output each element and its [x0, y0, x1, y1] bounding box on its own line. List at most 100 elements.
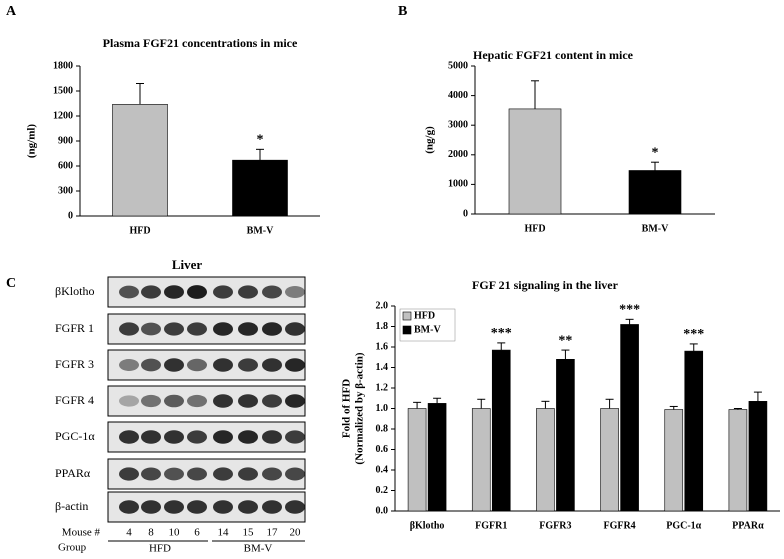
- significance: **: [558, 333, 572, 348]
- y-tick-label: 0.2: [376, 485, 389, 496]
- blot-band: [141, 394, 161, 408]
- mouse-number: 6: [194, 527, 200, 539]
- blot-band: [164, 322, 184, 336]
- blot-band: [213, 285, 233, 299]
- significance: *: [257, 133, 264, 148]
- legend-swatch: [402, 325, 412, 335]
- y-tick-label: 1.8: [376, 321, 389, 332]
- x-tick-label: FGFR4: [603, 520, 635, 531]
- blot-band: [119, 430, 139, 444]
- y-tick-label: 1.6: [376, 341, 389, 352]
- blot-band: [238, 394, 258, 408]
- legend-label: BM-V: [414, 324, 441, 335]
- blot-band: [119, 500, 139, 514]
- group-label: Group: [58, 542, 87, 554]
- blot-band: [262, 394, 282, 408]
- y-tick-label: 2.0: [376, 300, 389, 311]
- blot-band: [187, 285, 207, 299]
- blot-band: [187, 322, 207, 336]
- bar: [556, 358, 575, 512]
- blot-band: [141, 430, 161, 444]
- blot-band: [187, 394, 207, 408]
- significance: *: [652, 145, 659, 160]
- legend-label: HFD: [414, 310, 435, 321]
- bar: [471, 408, 491, 512]
- blot-band: [213, 322, 233, 336]
- blot-band: [141, 285, 161, 299]
- blot-band: [262, 500, 282, 514]
- y-tick-label: 1200: [53, 110, 73, 121]
- blot-band: [187, 430, 207, 444]
- y-tick-label: 5000: [448, 60, 468, 71]
- bar: [628, 170, 682, 215]
- x-tick-label: FGFR3: [539, 520, 571, 531]
- y-tick-label: 2000: [448, 149, 468, 160]
- blot-band: [285, 322, 305, 336]
- mouse-number: 4: [126, 527, 132, 539]
- y-tick-label: 3000: [448, 119, 468, 130]
- chart-title: Hepatic FGF21 content in mice: [473, 48, 634, 62]
- blot-band: [238, 500, 258, 514]
- mouse-number: 17: [267, 527, 279, 539]
- bar: [748, 401, 768, 512]
- blot-row-label: PGC-1α: [55, 429, 95, 443]
- bar: [664, 409, 684, 512]
- bar: [407, 408, 427, 512]
- bar: [491, 349, 511, 512]
- x-tick-label: βKlotho: [410, 520, 445, 531]
- mouse-number: 14: [218, 527, 230, 539]
- blot-band: [141, 358, 161, 372]
- x-tick-label: PGC-1α: [666, 520, 701, 531]
- y-tick-label: 300: [58, 185, 73, 196]
- blot-band: [213, 500, 233, 514]
- blot-band: [187, 467, 207, 481]
- blot-band: [213, 467, 233, 481]
- blot-band: [238, 430, 258, 444]
- blot-row-label: βKlotho: [55, 284, 94, 298]
- blot-band: [262, 358, 282, 372]
- y-tick-label: 0.8: [376, 423, 389, 434]
- y-tick-label: 4000: [448, 90, 468, 101]
- blot-band: [238, 285, 258, 299]
- mouse-number: 15: [243, 527, 255, 539]
- blot-band: [262, 322, 282, 336]
- blot-band: [285, 430, 305, 444]
- blot-band: [119, 395, 139, 407]
- blot-band: [187, 358, 207, 372]
- blot-band: [119, 359, 139, 371]
- blot-row-label: FGFR 3: [55, 357, 94, 371]
- significance: ***: [619, 303, 640, 318]
- blot-title: Liver: [172, 257, 203, 272]
- panel-label: B: [398, 4, 407, 19]
- blot-band: [141, 500, 161, 514]
- group-name: BM-V: [244, 543, 273, 555]
- blot-band: [285, 286, 305, 298]
- y-tick-label: 1500: [53, 85, 73, 96]
- blot-band: [238, 467, 258, 481]
- bar: [508, 108, 562, 215]
- blot-band: [262, 467, 282, 481]
- x-tick-label: FGFR1: [475, 520, 507, 531]
- blot-band: [285, 500, 305, 514]
- blot-band: [141, 322, 161, 336]
- bar: [232, 159, 288, 217]
- bar: [427, 403, 447, 512]
- mouse-number: 10: [169, 527, 181, 539]
- y-tick-label: 1800: [53, 60, 73, 71]
- blot-band: [213, 394, 233, 408]
- blot-band: [119, 467, 139, 481]
- y-tick-label: 0.4: [376, 464, 389, 475]
- blot-band: [285, 394, 305, 408]
- blot-band: [164, 285, 184, 299]
- y-tick-label: 1000: [448, 179, 468, 190]
- y-axis-label: (ng/g): [424, 126, 436, 154]
- x-tick-label: BM-V: [247, 225, 274, 236]
- panel-label: C: [6, 276, 16, 291]
- y-tick-label: 900: [58, 135, 73, 146]
- blot-band: [238, 358, 258, 372]
- blot-band: [164, 394, 184, 408]
- y-tick-label: 0.6: [376, 444, 389, 455]
- significance: ***: [491, 326, 512, 341]
- x-tick-label: PPARα: [732, 520, 764, 531]
- bar: [728, 409, 748, 512]
